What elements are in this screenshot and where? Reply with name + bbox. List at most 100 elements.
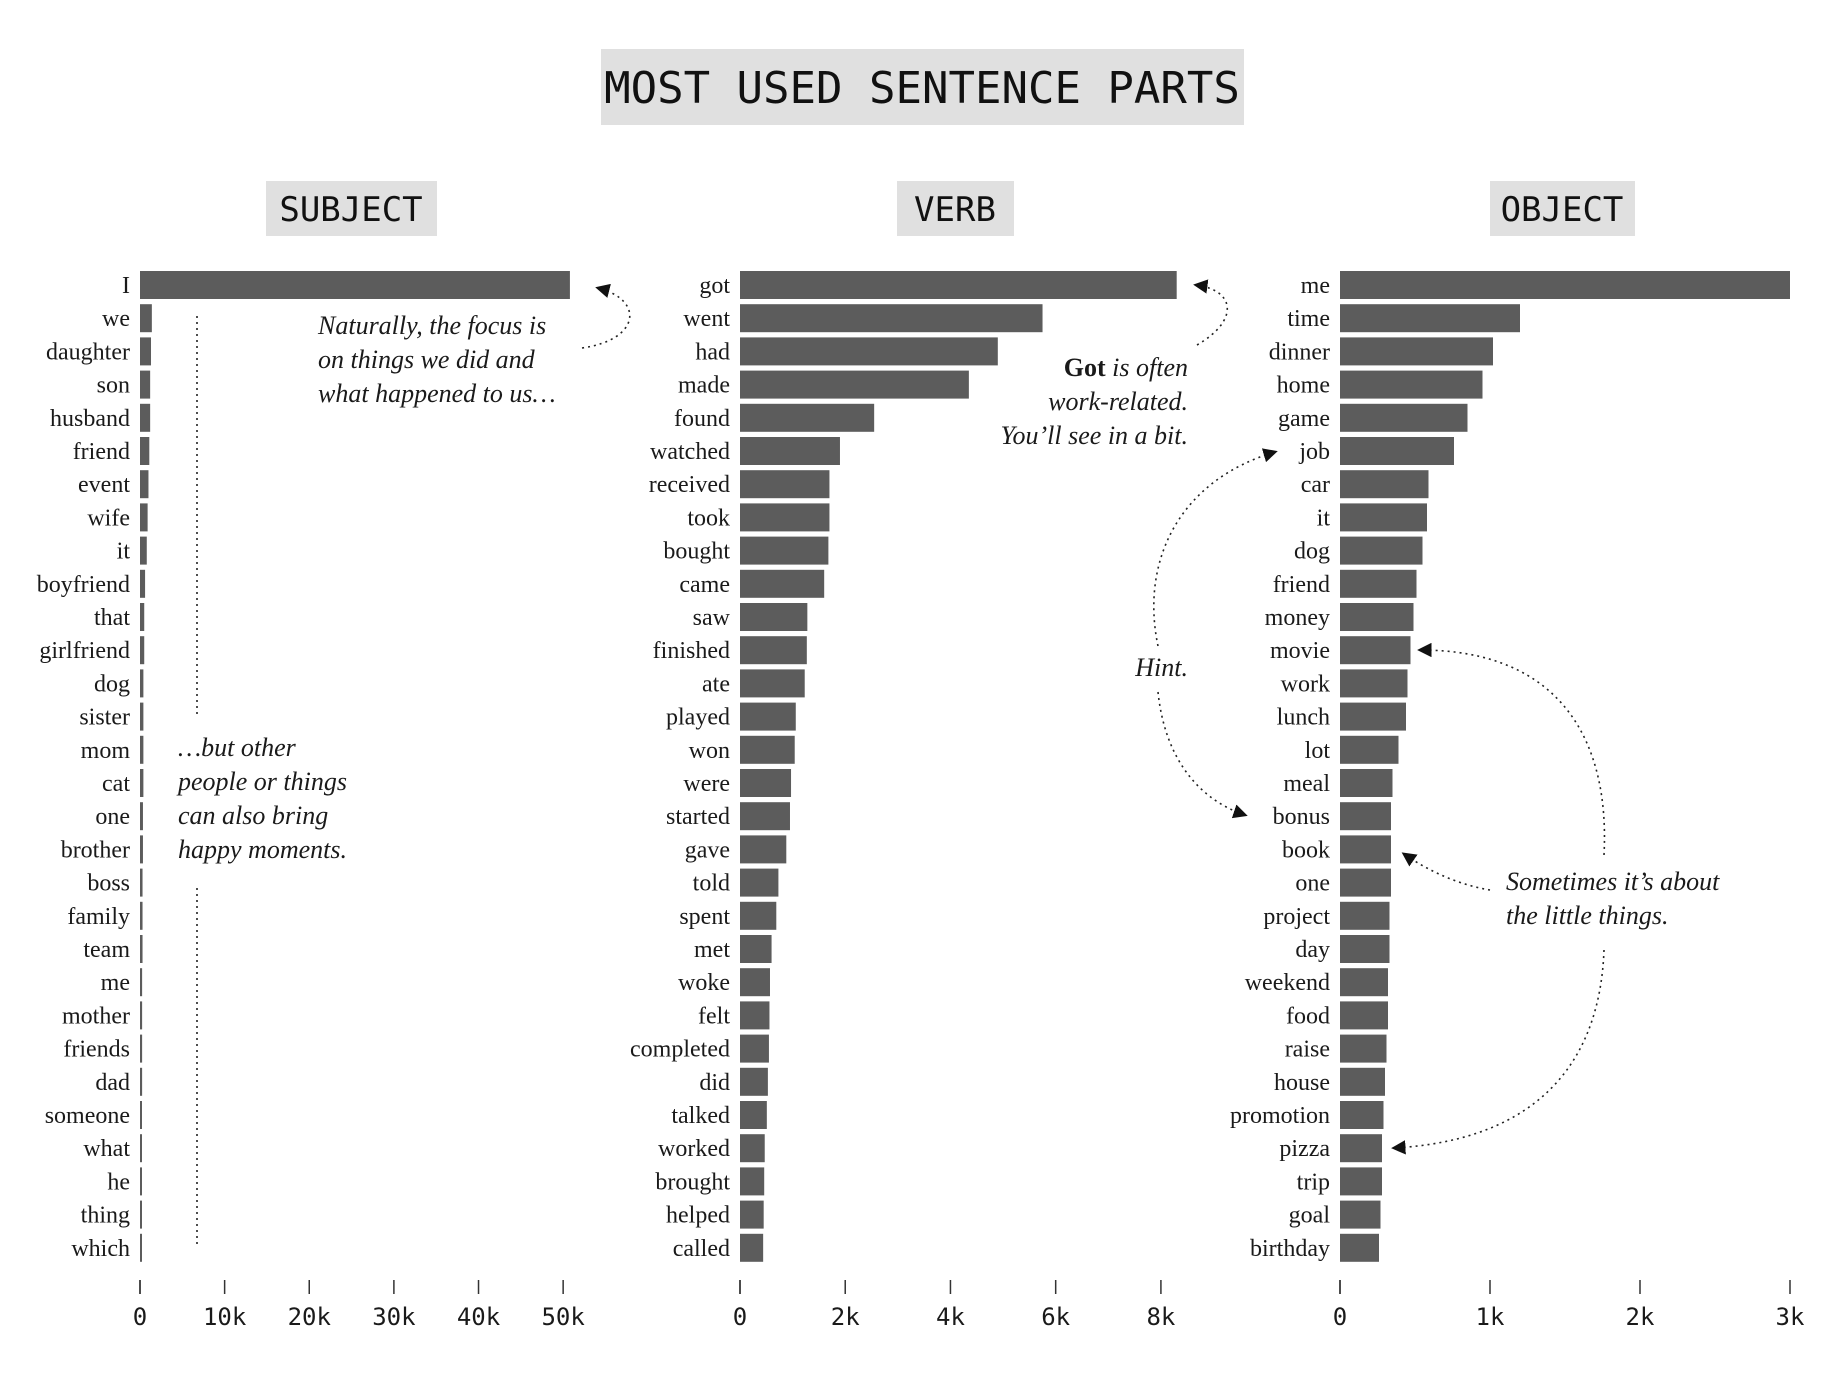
verb-bar: [740, 569, 825, 598]
subject-category-label: team: [83, 937, 130, 963]
verb-category-label: completed: [630, 1037, 730, 1063]
verb-category-label: brought: [655, 1169, 730, 1195]
verb-x-tick-label: 6k: [1041, 1303, 1070, 1331]
subject-category-label: it: [117, 539, 131, 565]
verb-x-tick-label: 0: [733, 1303, 747, 1331]
verb-category-label: talked: [671, 1103, 730, 1129]
verb-bar: [740, 536, 829, 565]
object-bar: [1340, 636, 1411, 665]
verb-category-label: won: [689, 738, 730, 764]
verb-got-annotation-line-2: work-related.: [1048, 387, 1188, 416]
verb-category-label: worked: [658, 1136, 730, 1162]
verb-bar: [740, 470, 830, 499]
subject-bar: [140, 835, 143, 864]
object-bar: [1340, 968, 1388, 997]
subject-bar: [140, 769, 144, 797]
object-category-label: pizza: [1279, 1136, 1330, 1162]
subject-bar: [140, 702, 144, 731]
object-bar: [1340, 437, 1454, 465]
verb-bar: [740, 735, 795, 764]
object-category-label: it: [1317, 505, 1331, 531]
object-category-label: game: [1278, 406, 1330, 432]
subject-title-box: [266, 181, 437, 236]
verb-panel: got went had made found watched received took bo…: [630, 271, 1177, 1331]
verb-bar: [740, 437, 840, 465]
verb-category-label: helped: [666, 1203, 730, 1229]
object-bar: [1340, 769, 1393, 797]
subject-annotation-top-line-3: what happened to us…: [318, 379, 556, 408]
verb-got-annotation-line-3: You’ll see in a bit.: [1000, 421, 1188, 450]
subject-annotation-bottom-line-1: …but other: [178, 733, 297, 762]
object-category-label: book: [1282, 837, 1330, 863]
subject-category-label: one: [95, 804, 130, 830]
object-category-label: raise: [1285, 1037, 1330, 1063]
subject-category-label: wife: [87, 505, 130, 531]
verb-got-bold: Got: [1064, 353, 1106, 382]
verb-category-label: received: [649, 472, 730, 498]
object-x-tick-label: 2k: [1626, 1303, 1655, 1331]
subject-bar: [140, 1134, 142, 1163]
subject-x-tick-label: 50k: [541, 1303, 585, 1331]
object-category-label: dinner: [1269, 339, 1330, 365]
object-category-label: trip: [1297, 1169, 1330, 1195]
object-category-label: day: [1295, 937, 1330, 963]
object-category-label: friend: [1273, 572, 1330, 598]
verb-bar: [740, 1001, 770, 1030]
object-category-label: money: [1265, 605, 1330, 631]
verb-panel-title: VERB: [914, 190, 996, 230]
object-category-label: project: [1263, 904, 1330, 930]
subject-category-label: boss: [87, 871, 130, 897]
subject-category-label: cat: [102, 771, 130, 797]
verb-category-label: did: [699, 1070, 730, 1096]
subject-bar: [140, 1034, 143, 1063]
subject-bar: [140, 370, 151, 399]
object-bar: [1340, 835, 1391, 864]
object-category-label: one: [1295, 871, 1330, 897]
subject-category-label: he: [107, 1169, 130, 1195]
subject-x-tick-label: 40k: [457, 1303, 501, 1331]
verb-bar: [740, 1167, 765, 1196]
verb-bar: [740, 1233, 764, 1262]
verb-x-tick-label: 4k: [936, 1303, 965, 1331]
verb-category-label: spent: [679, 904, 730, 930]
object-category-label: work: [1281, 671, 1330, 697]
object-bar: [1340, 1001, 1388, 1030]
object-category-label: food: [1286, 1003, 1330, 1029]
object-bar: [1340, 901, 1390, 930]
verb-bar: [740, 835, 787, 864]
verb-category-label: were: [683, 771, 730, 797]
verb-bar: [740, 304, 1043, 333]
verb-bar: [740, 1134, 765, 1163]
object-category-label: movie: [1270, 638, 1330, 664]
subject-bar: [140, 437, 150, 465]
verb-bar: [740, 702, 796, 731]
object-category-label: job: [1298, 439, 1330, 465]
verb-category-label: ate: [702, 671, 730, 697]
object-bar: [1340, 1134, 1382, 1163]
object-panel: me time dinner home game job car it dog friend mon…: [1230, 271, 1805, 1331]
object-bar: [1340, 669, 1408, 698]
object-arrow-movie: [1417, 642, 1606, 856]
object-bar: [1340, 935, 1390, 963]
verb-category-label: bought: [663, 539, 730, 565]
verb-got-arrow: [1193, 279, 1228, 346]
verb-bar: [740, 802, 790, 831]
object-title-box: [1490, 181, 1635, 236]
subject-category-label: husband: [50, 406, 130, 432]
object-bar: [1340, 503, 1427, 532]
subject-x-tick-label: 20k: [288, 1303, 332, 1331]
subject-bar: [140, 470, 149, 499]
object-panel-title: OBJECT: [1501, 190, 1624, 230]
object-bar: [1340, 603, 1414, 631]
verb-category-label: felt: [698, 1003, 730, 1029]
hint-arrow-down: [1157, 691, 1248, 819]
subject-x-tick-label: 10k: [203, 1303, 247, 1331]
subject-annotation-bottom-line-4: happy moments.: [178, 835, 347, 864]
subject-x-tick-label: 0: [133, 1303, 147, 1331]
verb-category-label: gave: [685, 837, 730, 863]
object-bar: [1340, 370, 1483, 399]
subject-category-label: mother: [62, 1003, 130, 1029]
subject-category-label: what: [83, 1136, 130, 1162]
